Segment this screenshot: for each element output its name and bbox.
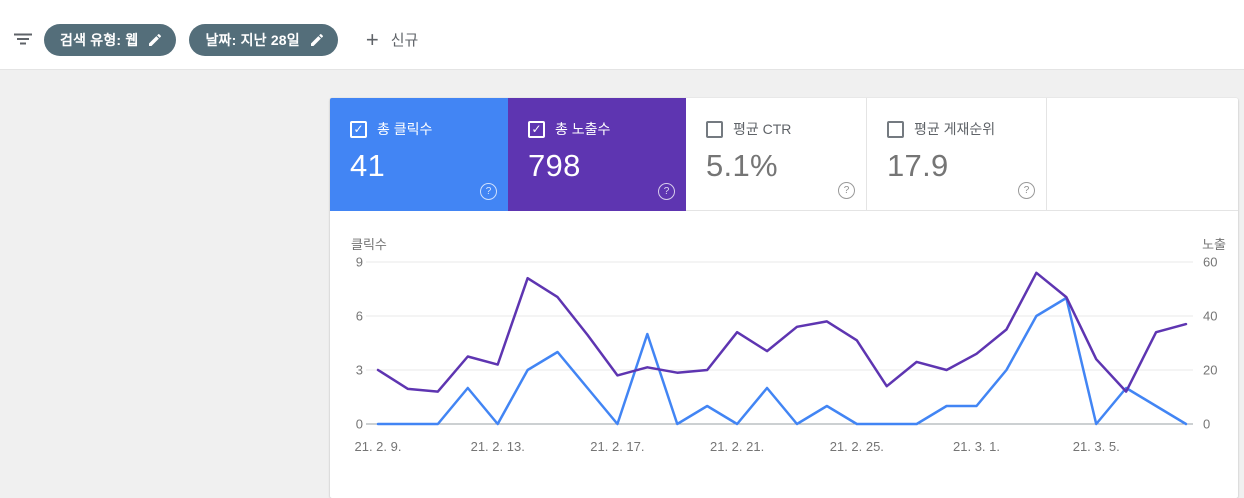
left-axis-tick: 9 [356, 255, 363, 270]
left-axis-tick: 6 [356, 309, 363, 324]
tile-total-impressions[interactable]: ✓ 총 노출수 798 ? [508, 98, 686, 211]
help-circle-icon[interactable]: ? [658, 183, 675, 200]
clicks-line [376, 296, 1188, 426]
tile-average-position[interactable]: 평균 게재순위 17.9 ? [866, 98, 1046, 211]
tile-average-ctr-label: 평균 CTR [733, 121, 792, 137]
filter-chip-date[interactable]: 날짜: 지난 28일 [189, 23, 338, 56]
plus-icon: + [365, 26, 379, 52]
left-axis-title: 클릭수 [351, 237, 387, 252]
tile-total-clicks-value: 41 [350, 148, 386, 183]
x-axis-tick: 21. 2. 17. [590, 439, 644, 454]
x-axis-tick: 21. 2. 21. [710, 439, 764, 454]
metric-tiles-row: ✓ 총 클릭수 41 ? ✓ 총 노출수 798 ? 평균 CTR [330, 98, 1238, 211]
clicks-impressions-line-chart[interactable]: 0 3 6 9 0 20 40 60 클릭수 노출 21. 2. 9. 21. 2. 13. 21. 2… [330, 211, 1238, 490]
filter-chip-date-label: 날짜: 지난 28일 [205, 31, 300, 48]
help-circle-icon[interactable]: ? [838, 182, 855, 199]
impressions-line [376, 271, 1188, 393]
left-axis-tick: 3 [356, 363, 363, 378]
filter-chip-search-type[interactable]: 검색 유형: 웹 [44, 23, 177, 56]
checkbox-unchecked-icon[interactable] [706, 120, 723, 138]
x-axis-tick: 21. 3. 1. [953, 439, 1000, 454]
right-axis-tick: 60 [1203, 255, 1217, 270]
checkbox-checked-icon[interactable]: ✓ [528, 120, 545, 138]
pencil-edit-icon[interactable] [147, 32, 163, 48]
checkbox-checked-icon[interactable]: ✓ [350, 120, 367, 138]
left-axis-tick: 0 [356, 417, 363, 432]
pencil-edit-icon[interactable] [309, 32, 325, 48]
tile-average-position-value: 17.9 [887, 148, 949, 183]
filter-list-icon[interactable] [10, 27, 36, 53]
new-filter-button[interactable]: + 신규 [360, 28, 424, 51]
help-circle-icon[interactable]: ? [480, 183, 497, 200]
tile-average-ctr[interactable]: 평균 CTR 5.1% ? [686, 98, 866, 211]
tile-total-clicks-label: 총 클릭수 [377, 121, 433, 137]
right-axis-title: 노출 [1202, 237, 1226, 252]
right-axis-tick: 20 [1203, 363, 1217, 378]
checkbox-unchecked-icon[interactable] [887, 120, 904, 138]
tile-total-clicks[interactable]: ✓ 총 클릭수 41 ? [330, 98, 508, 211]
right-axis-tick: 0 [1203, 417, 1210, 432]
right-axis-tick: 40 [1203, 309, 1217, 324]
x-axis-tick: 21. 2. 25. [830, 439, 884, 454]
performance-card: ✓ 총 클릭수 41 ? ✓ 총 노출수 798 ? 평균 CTR [330, 98, 1238, 498]
x-axis-tick: 21. 2. 13. [471, 439, 525, 454]
tile-total-impressions-label: 총 노출수 [555, 121, 611, 137]
tile-average-ctr-value: 5.1% [706, 148, 778, 183]
x-axis-tick: 21. 3. 5. [1073, 439, 1120, 454]
page-background: ✓ 총 클릭수 41 ? ✓ 총 노출수 798 ? 평균 CTR [0, 70, 1244, 498]
x-axis-tick: 21. 2. 9. [355, 439, 402, 454]
tile-average-position-label: 평균 게재순위 [914, 121, 996, 137]
tile-total-impressions-value: 798 [528, 148, 581, 183]
new-filter-label: 신규 [390, 32, 419, 49]
filter-chip-search-type-label: 검색 유형: 웹 [60, 31, 139, 48]
tiles-row-filler [1046, 98, 1238, 211]
help-circle-icon[interactable]: ? [1018, 182, 1035, 199]
performance-chart[interactable]: 0 3 6 9 0 20 40 60 클릭수 노출 21. 2. 9. 21. 2. 13. 21. 2… [330, 211, 1238, 490]
filter-bar: 검색 유형: 웹 날짜: 지난 28일 + 신규 [0, 0, 1244, 70]
